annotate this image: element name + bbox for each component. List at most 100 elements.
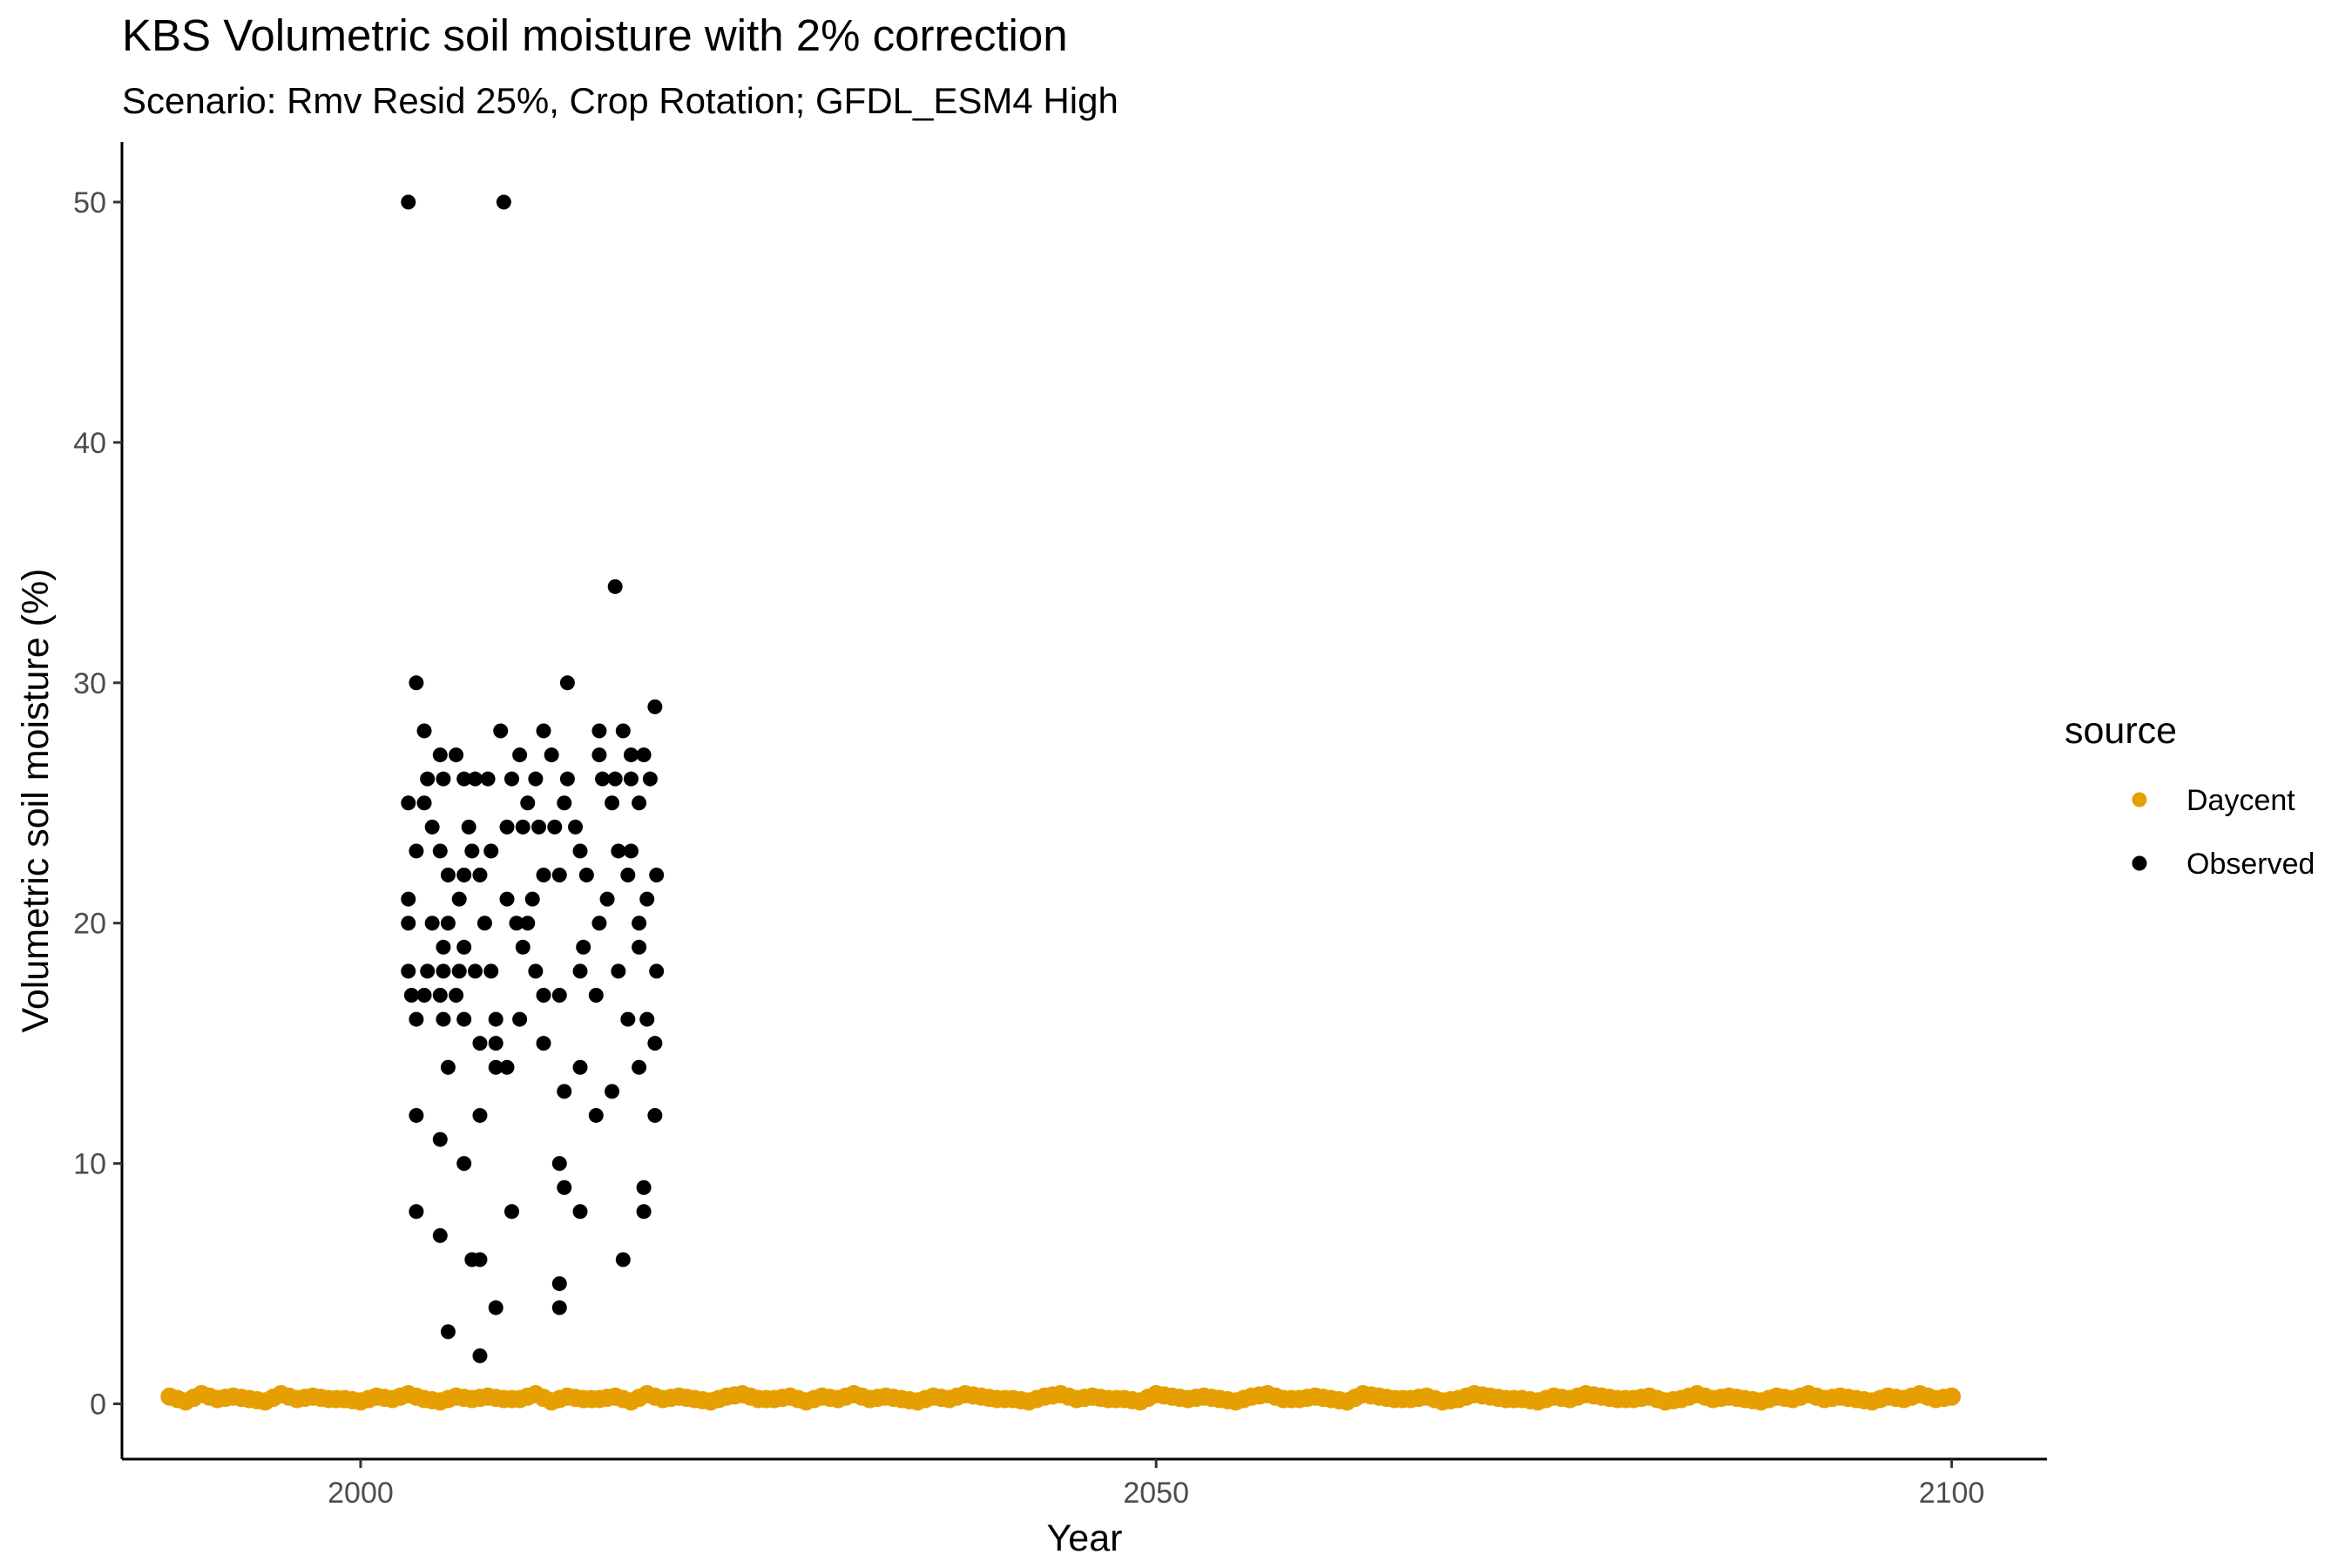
daycent-point: [821, 1389, 840, 1408]
daycent-point: [438, 1389, 457, 1409]
observed-point: [591, 723, 607, 739]
daycent-point: [1329, 1390, 1348, 1409]
observed-point: [557, 795, 572, 811]
observed-point: [588, 987, 604, 1003]
observed-point: [504, 1204, 519, 1220]
series-observed: [401, 194, 665, 1363]
observed-point: [456, 771, 472, 787]
observed-point: [551, 987, 567, 1003]
daycent-point: [1537, 1389, 1556, 1409]
daycent-point: [868, 1389, 888, 1408]
daycent-point: [661, 1389, 680, 1408]
observed-point: [409, 675, 424, 691]
daycent-point: [550, 1389, 569, 1409]
observed-point: [607, 578, 623, 594]
daycent-point: [1043, 1386, 1062, 1405]
observed-point: [483, 843, 499, 859]
observed-point: [403, 987, 419, 1003]
daycent-point: [740, 1387, 760, 1406]
daycent-point: [1250, 1386, 1269, 1405]
observed-point: [456, 868, 472, 883]
observed-point: [440, 1324, 456, 1340]
observed-point: [401, 916, 416, 931]
observed-point: [449, 747, 464, 763]
observed-point: [436, 1011, 451, 1027]
daycent-point: [1393, 1389, 1412, 1409]
observed-point: [642, 771, 658, 787]
observed-point: [480, 771, 496, 787]
observed-point: [607, 771, 623, 787]
daycent-point: [932, 1389, 951, 1408]
observed-point: [464, 843, 480, 859]
observed-point: [436, 963, 451, 979]
observed-point: [568, 819, 584, 835]
y-tick-label: 0: [90, 1389, 106, 1422]
daycent-point: [1075, 1389, 1094, 1408]
x-axis-ticks: 2000 2050 2100: [328, 1459, 1984, 1510]
daycent-point: [1727, 1389, 1747, 1408]
observed-point: [649, 963, 665, 979]
daycent-point: [836, 1387, 855, 1406]
observed-point: [401, 795, 416, 811]
daycent-point: [1473, 1386, 1492, 1405]
observed-point: [536, 723, 551, 739]
daycent-point: [1855, 1390, 1874, 1409]
daycent-point: [1759, 1389, 1778, 1409]
observed-point: [499, 1059, 515, 1075]
daycent-point: [502, 1389, 521, 1409]
legend-label-daycent: Daycent: [2186, 784, 2295, 817]
daycent-point: [630, 1389, 649, 1408]
observed-point: [623, 747, 639, 763]
daycent-point: [264, 1389, 283, 1408]
observed-point: [416, 795, 432, 811]
legend-label-observed: Observed: [2186, 848, 2315, 881]
observed-point: [467, 963, 483, 979]
observed-point: [551, 1300, 567, 1315]
daycent-point: [534, 1389, 553, 1408]
daycent-point: [1934, 1389, 1953, 1408]
daycent-point: [1489, 1389, 1508, 1408]
observed-point: [432, 843, 448, 859]
observed-point: [599, 891, 615, 907]
y-tick-label: 40: [73, 427, 106, 460]
daycent-point: [1266, 1387, 1285, 1406]
observed-point: [472, 1036, 488, 1051]
observed-point: [440, 1059, 456, 1075]
daycent-point: [1281, 1389, 1301, 1409]
daycent-point: [184, 1389, 203, 1408]
observed-point: [595, 771, 611, 787]
observed-point: [416, 987, 432, 1003]
daycent-point: [1839, 1389, 1858, 1408]
observed-point: [551, 1276, 567, 1292]
y-tick-label: 20: [73, 908, 106, 941]
observed-point: [578, 868, 594, 883]
daycent-point: [311, 1389, 330, 1408]
daycent-point: [709, 1389, 728, 1409]
daycent-point: [805, 1389, 824, 1409]
daycent-point: [1695, 1387, 1714, 1406]
observed-point: [472, 1252, 488, 1267]
observed-point: [524, 891, 540, 907]
daycent-point: [1298, 1389, 1317, 1408]
daycent-point: [1822, 1389, 1842, 1408]
observed-point: [615, 1252, 631, 1267]
observed-point: [432, 987, 448, 1003]
observed-point: [632, 916, 647, 931]
daycent-point: [1123, 1390, 1142, 1409]
observed-point: [551, 1156, 567, 1172]
observed-point: [409, 1107, 424, 1123]
daycent-point: [1171, 1389, 1190, 1408]
daycent-point: [1362, 1386, 1381, 1405]
daycent-point: [1632, 1389, 1651, 1408]
observed-point: [636, 747, 652, 763]
daycent-point: [948, 1387, 967, 1406]
observed-point: [499, 891, 515, 907]
daycent-point: [1186, 1389, 1206, 1408]
daycent-point: [788, 1389, 808, 1409]
legend-title: source: [2065, 710, 2177, 752]
observed-point: [647, 699, 663, 714]
observed-point: [611, 843, 626, 859]
daycent-point: [422, 1390, 442, 1409]
daycent-point: [343, 1390, 362, 1409]
